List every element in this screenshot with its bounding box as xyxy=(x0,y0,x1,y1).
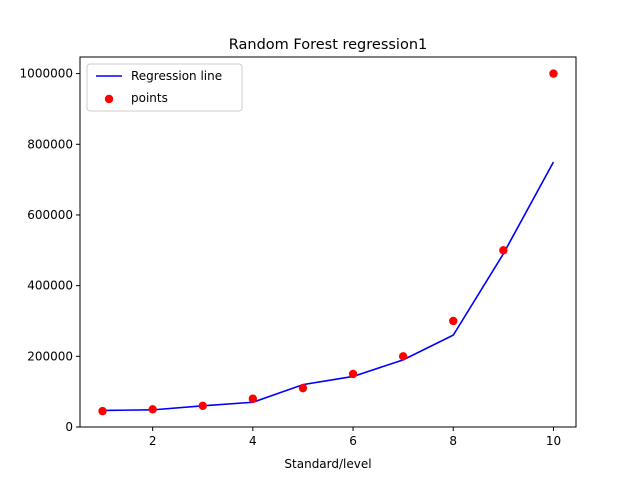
x-tick-label: 4 xyxy=(249,434,257,448)
chart-title: Random Forest regression1 xyxy=(229,37,428,53)
legend-box xyxy=(86,63,243,112)
data-point xyxy=(98,406,107,416)
data-point xyxy=(198,401,207,410)
data-point xyxy=(248,394,258,403)
legend-entry-label: points xyxy=(131,91,168,105)
x-tick-label: 2 xyxy=(149,434,157,448)
x-tick-label: 10 xyxy=(546,434,561,448)
y-tick-label: 400000 xyxy=(27,279,73,293)
x-axis-label: Standard/level xyxy=(284,457,371,471)
data-point xyxy=(449,316,458,326)
y-tick-label: 1000000 xyxy=(20,67,73,81)
legend: Regression line points xyxy=(86,63,243,112)
y-tick-label: 600000 xyxy=(27,208,73,222)
y-tick-label: 200000 xyxy=(27,349,73,363)
plot-content xyxy=(98,69,558,416)
data-point xyxy=(549,69,558,78)
y-tick-label: 800000 xyxy=(27,137,73,151)
legend-point-swatch xyxy=(104,94,114,104)
data-point xyxy=(348,369,358,379)
x-tick-label: 6 xyxy=(349,434,357,448)
data-point xyxy=(148,405,157,414)
legend-entry-label: Regression line xyxy=(131,69,222,83)
axis-ticks: 2 4 6 8 10 0 200000 400000 600000 800000 1000000 xyxy=(20,67,562,448)
axes-frame xyxy=(79,56,577,428)
data-point xyxy=(499,246,508,255)
x-tick-label: 8 xyxy=(449,434,457,448)
regression-line xyxy=(102,161,555,412)
y-tick-label: 0 xyxy=(65,420,73,434)
data-point xyxy=(398,352,408,361)
data-point xyxy=(298,383,308,393)
